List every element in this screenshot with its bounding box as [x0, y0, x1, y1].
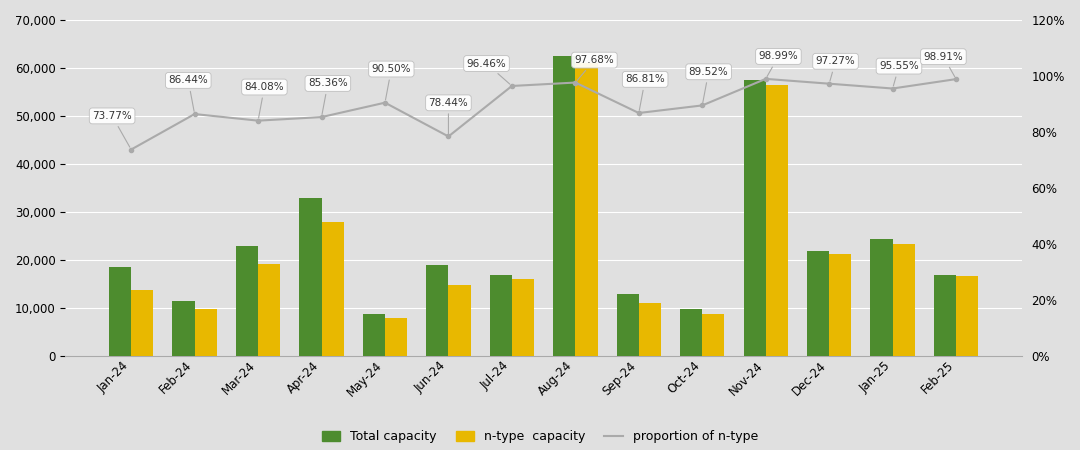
Bar [258, 264, 281, 356]
proportion of n-type [632, 110, 645, 116]
Bar [617, 294, 638, 356]
Bar [173, 301, 194, 356]
Bar [766, 85, 788, 356]
Bar [235, 246, 258, 356]
Bar [489, 274, 512, 356]
Text: 95.55%: 95.55% [879, 61, 919, 86]
proportion of n-type [378, 100, 391, 105]
Bar [956, 275, 978, 356]
Bar [576, 63, 597, 356]
Bar [553, 56, 576, 356]
proportion of n-type [823, 81, 836, 86]
Text: 89.52%: 89.52% [689, 67, 729, 103]
Bar [363, 314, 384, 356]
Bar [194, 309, 217, 356]
Text: 97.68%: 97.68% [575, 55, 615, 81]
Text: 98.91%: 98.91% [923, 52, 963, 76]
Bar [680, 309, 702, 356]
Bar [870, 238, 893, 356]
proportion of n-type [442, 134, 455, 139]
Bar [702, 315, 725, 356]
Legend: Total capacity, n-type  capacity, proportion of n-type: Total capacity, n-type capacity, proport… [316, 425, 764, 448]
Text: 98.99%: 98.99% [758, 51, 798, 76]
Text: 84.08%: 84.08% [244, 82, 284, 118]
proportion of n-type [505, 83, 518, 89]
Bar [299, 198, 322, 356]
proportion of n-type [949, 76, 962, 82]
Bar [384, 318, 407, 356]
Bar [893, 244, 915, 356]
proportion of n-type [887, 86, 900, 91]
Line: proportion of n-type: proportion of n-type [130, 77, 958, 152]
proportion of n-type [188, 111, 201, 117]
Text: 73.77%: 73.77% [92, 111, 132, 147]
Text: 97.27%: 97.27% [815, 56, 855, 81]
Bar [743, 80, 766, 356]
Bar [512, 279, 535, 356]
Text: 78.44%: 78.44% [429, 98, 469, 134]
Bar [322, 222, 343, 356]
Bar [934, 274, 956, 356]
Text: 86.81%: 86.81% [625, 74, 665, 110]
Bar [131, 290, 153, 356]
proportion of n-type [759, 76, 772, 81]
proportion of n-type [315, 114, 328, 120]
Text: 90.50%: 90.50% [372, 64, 411, 100]
proportion of n-type [569, 80, 582, 85]
Bar [807, 251, 829, 356]
Bar [427, 265, 448, 356]
proportion of n-type [696, 103, 708, 108]
Text: 85.36%: 85.36% [308, 78, 348, 114]
Bar [829, 254, 851, 356]
proportion of n-type [124, 147, 137, 152]
Text: 86.44%: 86.44% [168, 76, 208, 111]
Bar [448, 285, 471, 356]
Bar [109, 267, 131, 356]
Text: 96.46%: 96.46% [467, 58, 510, 84]
proportion of n-type [252, 118, 265, 123]
Bar [638, 303, 661, 356]
